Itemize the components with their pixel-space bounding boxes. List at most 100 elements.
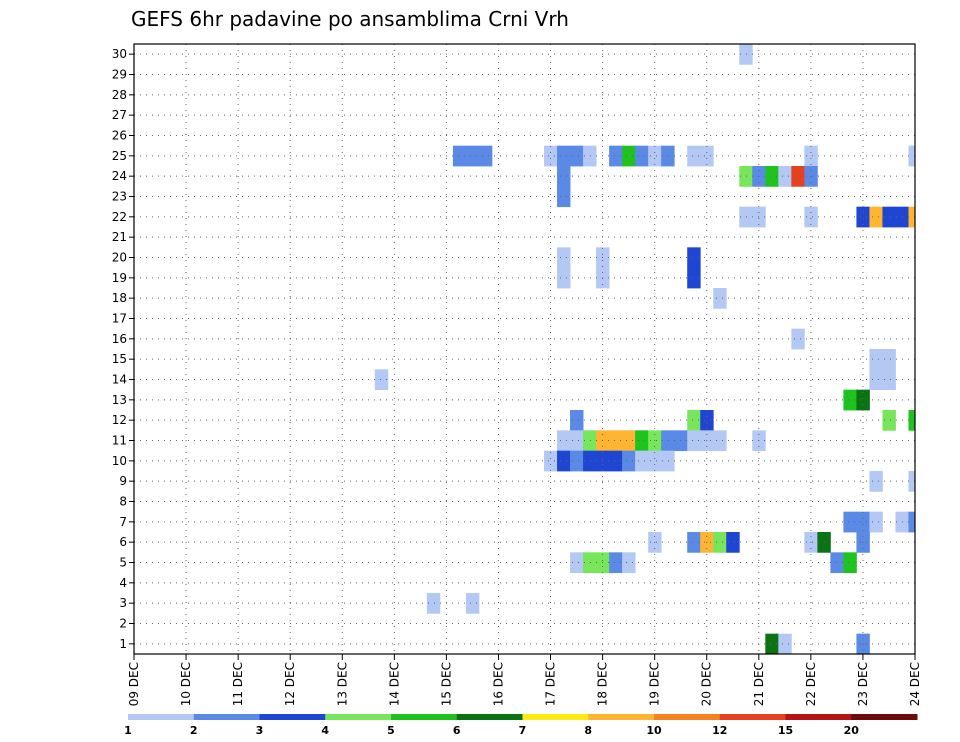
- heatmap-cell: [687, 430, 701, 452]
- heatmap-cell: [557, 450, 571, 472]
- colorbar-label: 3: [256, 724, 264, 737]
- heatmap-cell: [635, 430, 649, 452]
- heatmap-cell: [843, 511, 857, 533]
- heatmap-cell: [609, 430, 623, 452]
- heatmap-cell: [544, 145, 558, 167]
- heatmap-cell: [426, 593, 441, 614]
- heatmap-cell: [856, 633, 870, 654]
- heatmap-cell: [570, 145, 584, 167]
- y-tick-label: 22: [112, 210, 127, 224]
- heatmap-cell: [544, 450, 558, 472]
- heatmap-cell: [713, 288, 727, 309]
- y-tick-label: 10: [112, 454, 127, 468]
- colorbar-segment: [785, 714, 852, 720]
- heatmap-cell: [452, 145, 467, 167]
- heatmap-cell: [622, 145, 636, 167]
- heatmap-cell: [557, 247, 571, 269]
- heatmap-cell: [557, 145, 571, 167]
- heatmap-cell: [687, 267, 701, 289]
- colorbar-label: 7: [519, 724, 527, 737]
- y-tick-label: 13: [112, 393, 127, 407]
- heatmap-cell: [374, 369, 389, 391]
- colorbar-label: 15: [778, 724, 793, 737]
- heatmap-cell: [583, 450, 597, 472]
- heatmap-cell: [869, 206, 883, 228]
- heatmap-cell: [739, 206, 753, 228]
- heatmap-cell: [778, 633, 792, 654]
- heatmap-cell: [622, 430, 636, 452]
- x-tick-label: 15 DEC: [439, 662, 453, 706]
- heatmap-cell: [765, 633, 779, 654]
- heatmap-cell: [583, 145, 597, 167]
- heatmap-cell: [635, 450, 649, 472]
- heatmap-cell: [869, 471, 883, 492]
- heatmap-cell: [622, 450, 636, 472]
- heatmap-cell: [570, 430, 584, 452]
- heatmap-cell: [843, 552, 857, 574]
- heatmap-cell: [869, 511, 883, 533]
- heatmap-cell: [687, 247, 701, 269]
- y-tick-label: 12: [112, 413, 127, 427]
- heatmap-cell: [843, 389, 857, 411]
- heatmap-cell: [882, 369, 896, 391]
- y-tick-label: 28: [112, 88, 127, 102]
- heatmap-cell: [661, 450, 675, 472]
- colorbar-segment: [588, 714, 655, 720]
- y-tick-label: 4: [119, 576, 127, 590]
- colorbar-label: 6: [453, 724, 461, 737]
- colorbar-label: 8: [584, 724, 592, 737]
- heatmap-cell: [804, 206, 818, 228]
- x-tick-label: 13 DEC: [335, 662, 349, 706]
- heatmap-cell: [478, 145, 493, 167]
- heatmap-cell: [465, 145, 480, 167]
- heatmap-cell: [739, 44, 753, 65]
- y-tick-label: 30: [112, 47, 127, 61]
- heatmap-cell: [869, 349, 883, 370]
- heatmap-cell: [791, 166, 805, 187]
- heatmap-cell: [856, 511, 870, 533]
- x-tick-label: 11 DEC: [231, 662, 245, 706]
- heatmap-cell: [791, 328, 805, 350]
- y-tick-label: 15: [112, 352, 127, 366]
- heatmap-cell: [570, 410, 584, 431]
- y-tick-label: 24: [112, 169, 127, 183]
- y-tick-label: 7: [119, 515, 127, 529]
- heatmap-cell: [700, 145, 714, 167]
- colorbar-label: 10: [646, 724, 662, 737]
- heatmap-cell: [557, 267, 571, 289]
- heatmap-cell: [726, 532, 740, 553]
- colorbar-label: 4: [321, 724, 329, 737]
- heatmap-cell: [882, 410, 896, 431]
- x-tick-label: 23 DEC: [856, 662, 870, 706]
- heatmap-cell: [713, 430, 727, 452]
- heatmap-cells: [134, 44, 915, 654]
- x-tick-label: 16 DEC: [491, 662, 505, 706]
- heatmap-cell: [557, 430, 571, 452]
- colorbar-segment: [456, 714, 523, 720]
- y-tick-label: 21: [112, 230, 127, 244]
- heatmap-cell: [648, 450, 662, 472]
- y-tick-label: 16: [112, 332, 127, 346]
- y-tick-label: 5: [119, 556, 127, 570]
- x-tick-label: 20 DEC: [700, 662, 714, 706]
- y-tick-label: 8: [119, 495, 127, 509]
- colorbar-segment: [522, 714, 589, 720]
- heatmap-cell: [687, 145, 701, 167]
- heatmap-cell: [583, 552, 597, 574]
- y-tick-label: 1: [119, 637, 127, 651]
- colorbar-label: 20: [844, 724, 860, 737]
- y-tick-label: 6: [119, 535, 127, 549]
- heatmap-cell: [908, 410, 915, 431]
- colorbar-label: 1: [124, 724, 132, 737]
- y-tick-label: 26: [112, 129, 127, 143]
- heatmap-cell: [908, 145, 915, 167]
- heatmap-cell: [648, 145, 662, 167]
- y-tick-label: 17: [112, 312, 127, 326]
- y-tick-label: 14: [112, 373, 127, 387]
- colorbar-segment: [193, 714, 260, 720]
- colorbar-segment: [259, 714, 326, 720]
- heatmap-cell: [830, 552, 844, 574]
- colorbar-segment: [851, 714, 918, 720]
- heatmap-cell: [661, 430, 675, 452]
- plot-area: [134, 44, 915, 654]
